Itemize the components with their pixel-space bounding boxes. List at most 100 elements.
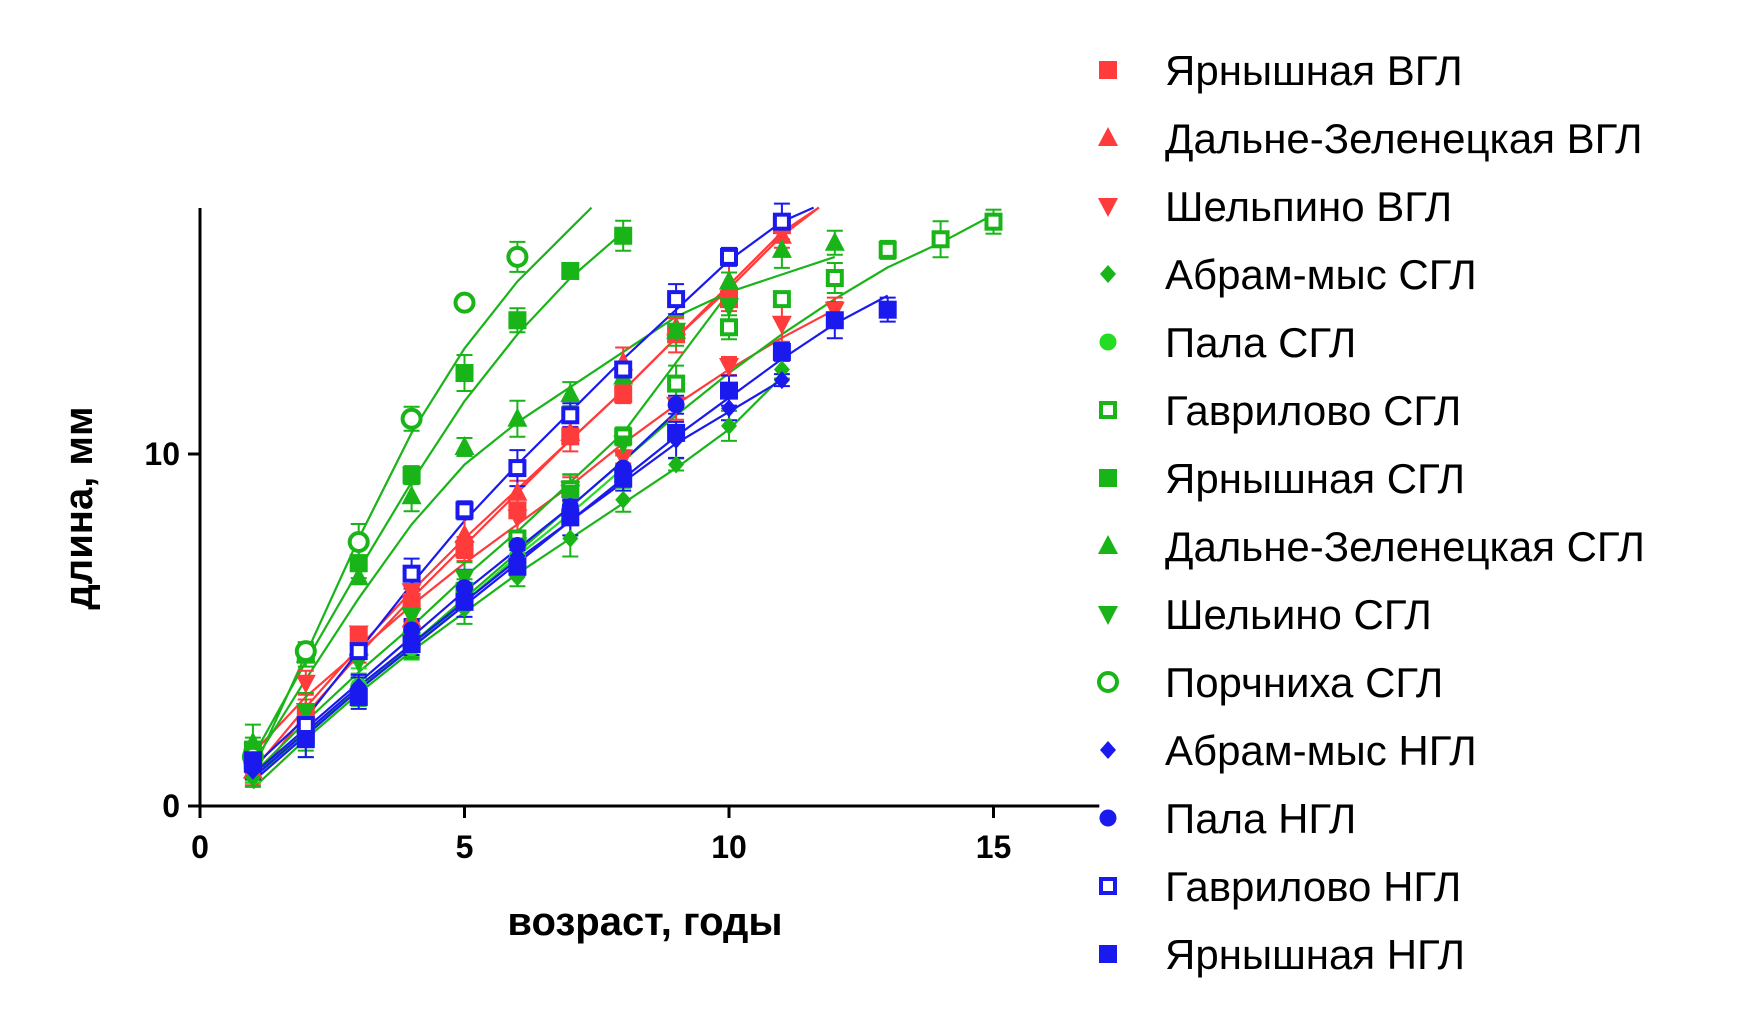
fit-curve-2: [252, 308, 836, 754]
point-3-6: [562, 529, 579, 548]
point-8-1: [295, 702, 316, 722]
point-13-3: [402, 635, 421, 654]
point-13-9: [720, 381, 738, 400]
point-3-8: [668, 455, 685, 474]
point-13-11: [825, 311, 844, 330]
legend-marker-11: [1099, 809, 1117, 827]
point-13-10: [772, 342, 791, 361]
point-11-3: [403, 621, 421, 639]
legend-marker-13: [1099, 945, 1117, 963]
data-markers: [241, 212, 1003, 787]
legend-label-2: Шельпино ВГЛ: [1165, 183, 1452, 230]
point-3-7: [615, 490, 632, 509]
x-tick-label-0: 0: [191, 829, 209, 865]
point-0-7: [614, 385, 633, 404]
legend-label-0: Ярнышная ВГЛ: [1165, 47, 1463, 94]
point-7-0: [242, 731, 263, 751]
point-6-5: [508, 311, 527, 330]
point-2-10: [771, 315, 792, 335]
point-12-2: [349, 642, 368, 661]
fit-curve-8: [252, 291, 730, 776]
point-7-6: [560, 383, 581, 403]
point-6-3: [402, 466, 421, 485]
point-5-11: [825, 269, 844, 287]
axes: 0 5 10 15 0 10 возраст, годы длина, мм: [57, 208, 1100, 944]
legend: Ярнышная ВГЛ Дальне-Зеленецкая ВГЛ Шельпин…: [1097, 47, 1645, 978]
y-axis-title: длина, мм: [57, 406, 101, 609]
point-7-2: [348, 566, 369, 586]
point-9-2: [347, 531, 370, 553]
point-3-9: [721, 416, 737, 435]
point-2-5: [507, 509, 528, 529]
point-3-10: [773, 360, 790, 379]
legend-label-8: Шельино СГЛ: [1165, 591, 1432, 638]
x-tick-label-1: 5: [456, 829, 474, 865]
point-8-4: [454, 569, 475, 589]
point-2-9: [719, 358, 739, 377]
point-12-1: [296, 716, 315, 735]
point-11-5: [508, 537, 526, 555]
point-10-10: [773, 371, 790, 390]
point-12-9: [720, 247, 738, 266]
point-8-7: [613, 435, 634, 455]
point-13-2: [349, 687, 368, 706]
point-1-5: [507, 481, 528, 501]
legend-label-3: Абрам-мыс СГЛ: [1165, 251, 1477, 298]
point-7-5: [507, 407, 528, 427]
legend-marker-9: [1097, 671, 1119, 693]
y-tick-label-1: 10: [144, 436, 180, 472]
point-7-9: [719, 270, 739, 290]
point-8-6: [560, 484, 581, 504]
point-5-12: [878, 240, 897, 259]
point-1-10: [771, 224, 792, 244]
point-5-13: [931, 230, 950, 249]
legend-marker-5: [1099, 401, 1117, 419]
point-6-7: [614, 226, 633, 245]
point-2-11: [824, 301, 845, 321]
point-7-10: [771, 238, 792, 258]
point-11-4: [456, 579, 473, 597]
legend-marker-12: [1099, 877, 1117, 895]
point-13-7: [614, 469, 633, 488]
x-axis-title: возраст, годы: [507, 900, 782, 944]
point-12-6: [561, 406, 580, 425]
point-1-6: [560, 421, 581, 441]
legend-label-5: Гаврилово СГЛ: [1165, 387, 1461, 434]
point-2-4: [454, 541, 475, 561]
point-12-10: [772, 212, 791, 231]
point-13-6: [561, 508, 580, 527]
point-5-10: [772, 290, 791, 309]
legend-label-11: Пала НГЛ: [1165, 795, 1356, 842]
x-tick-label-3: 15: [976, 829, 1012, 865]
point-13-1: [296, 730, 315, 749]
point-13-0: [243, 754, 262, 773]
point-7-11: [824, 231, 845, 251]
point-13-5: [508, 557, 527, 576]
point-13-4: [455, 592, 474, 611]
point-7-4: [454, 435, 475, 455]
legend-label-9: Порчниха СГЛ: [1165, 659, 1443, 706]
point-2-1: [295, 674, 316, 694]
legend-marker-2: [1098, 198, 1118, 217]
legend-marker-7: [1098, 535, 1118, 554]
legend-marker-0: [1099, 61, 1117, 79]
x-tick-label-2: 10: [711, 829, 747, 865]
point-9-5: [506, 245, 529, 268]
point-9-3: [400, 407, 423, 430]
legend-label-10: Абрам-мыс НГЛ: [1165, 727, 1477, 774]
legend-label-7: Дальне-Зеленецкая СГЛ: [1165, 523, 1645, 570]
legend-label-1: Дальне-Зеленецкая ВГЛ: [1165, 115, 1643, 162]
point-6-4: [455, 364, 474, 383]
point-12-7: [614, 360, 633, 379]
legend-label-4: Пала СГЛ: [1165, 319, 1356, 366]
point-12-8: [667, 290, 686, 309]
point-2-2: [348, 625, 369, 645]
point-8-8: [666, 322, 687, 342]
point-13-12: [878, 300, 897, 319]
legend-label-13: Ярнышная НГЛ: [1165, 931, 1465, 978]
point-5-14: [984, 212, 1003, 231]
legend-marker-6: [1099, 469, 1117, 487]
point-11-8: [667, 396, 685, 414]
point-10-9: [721, 399, 737, 418]
